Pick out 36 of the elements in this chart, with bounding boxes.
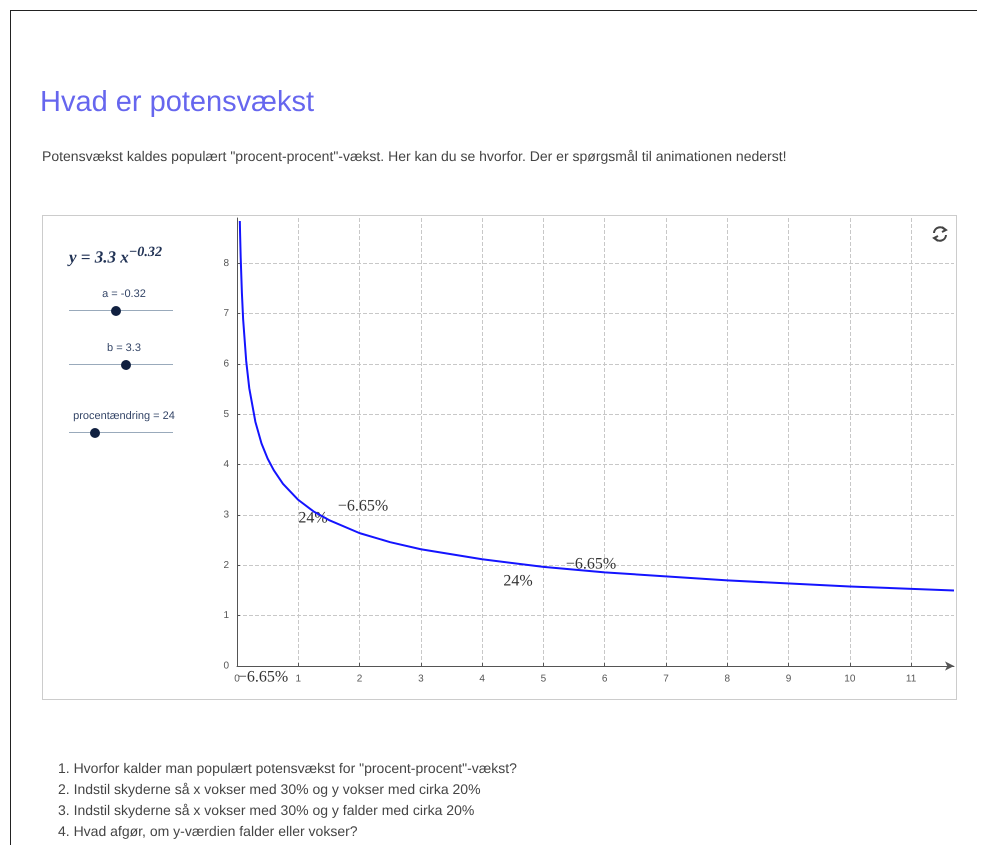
text: b = 3.3 xyxy=(106,342,142,354)
x-tick-label: 2 xyxy=(356,674,363,684)
x-tick-label: 7 xyxy=(663,674,670,684)
x-tick-label: 0 xyxy=(234,674,240,684)
text: −6.65% xyxy=(238,668,288,686)
text: 4. Hvad afgør, om y-værdien falder eller vokser? xyxy=(58,822,359,841)
x-tick-label: 1 xyxy=(296,674,302,684)
text: y = 3.3 x$^{−0.32}$ xyxy=(69,244,162,268)
x-tick-label: 6 xyxy=(602,674,608,684)
x-tick-label: 3 xyxy=(418,674,424,684)
x-tick-label: 8 xyxy=(724,674,730,684)
text: procentændring = 24 xyxy=(72,410,176,422)
y-tick-label: 7 xyxy=(223,308,230,320)
x-tick-label: 9 xyxy=(786,674,792,684)
chart-title: Hvad er potensvækst xyxy=(40,86,314,119)
y-tick-label: 6 xyxy=(223,358,230,370)
x-tick-label: 4 xyxy=(479,674,486,684)
annotation: −6.65% xyxy=(338,498,388,514)
text: 1. Hvorfor kalder man populært potensvækst for "procent-procent"-vækst? xyxy=(58,759,517,778)
y-tick-label: 4 xyxy=(223,459,230,470)
text: 2. Indstil skyderne så x vokser med 30% og y vokser med cirka 20% xyxy=(58,780,482,799)
x-tick-label: 10 xyxy=(844,674,856,684)
x-tick-label: 5 xyxy=(540,674,547,684)
y-tick-label: 5 xyxy=(223,408,230,420)
line-series xyxy=(238,220,955,592)
x-tick-label: 11 xyxy=(906,674,917,684)
y-tick-label: 0 xyxy=(223,660,230,672)
text: a = -0.32 xyxy=(101,288,147,300)
annotation: −6.65% xyxy=(566,556,616,572)
text: 3. Indstil skyderne så x vokser med 30% og y falder med cirka 20% xyxy=(58,801,476,820)
chart-subtitle: Potensvækst kaldes populært "procent-procent"-vækst. Her kan du se hvorfor. Der er spørgsmål til animationen nederst! xyxy=(42,147,788,166)
y-tick-label: 8 xyxy=(223,258,230,269)
y-tick-label: 3 xyxy=(223,509,230,520)
y-tick-label: 2 xyxy=(223,560,230,571)
y-tick-label: 1 xyxy=(223,610,230,622)
annotation: 24% xyxy=(503,572,533,590)
